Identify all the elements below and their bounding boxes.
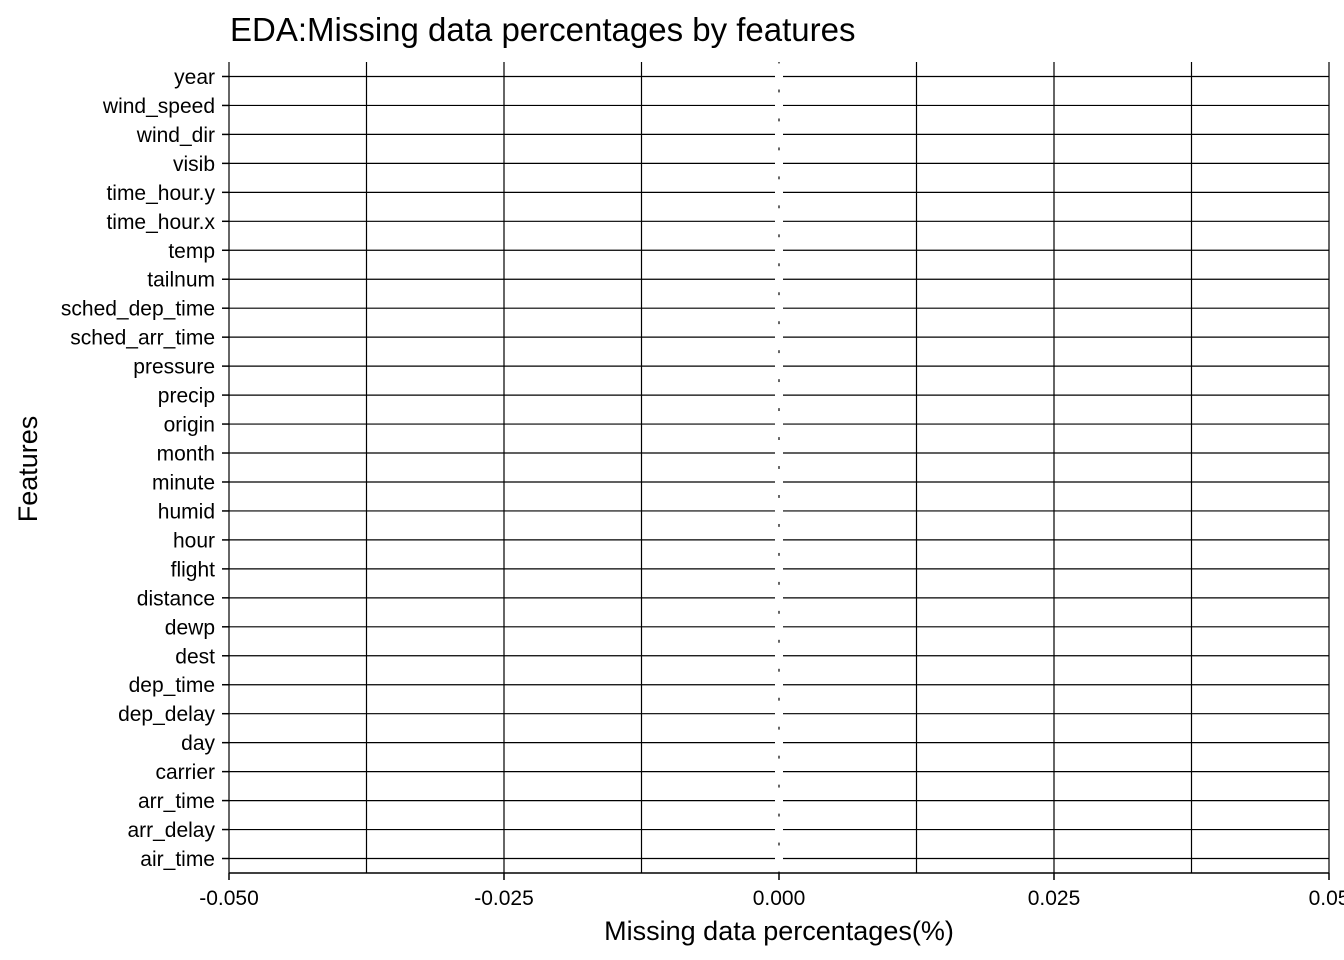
bar-sched_dep_time xyxy=(775,295,783,322)
y-tick-label: month xyxy=(157,443,215,466)
y-tick-label: dest xyxy=(175,645,215,668)
y-tick-label: flight xyxy=(171,558,216,581)
y-tick-label: pressure xyxy=(133,356,215,379)
x-tick-label: 0.05 xyxy=(1309,887,1344,910)
y-tick-label: time_hour.y xyxy=(106,182,215,205)
bar-month xyxy=(775,439,783,467)
x-tick-label: -0.050 xyxy=(199,887,259,910)
bar-arr_delay xyxy=(775,816,783,843)
y-tick-label: minute xyxy=(152,471,215,494)
y-axis-title: Features xyxy=(13,416,43,523)
bar-hour xyxy=(775,526,783,553)
bar-pressure xyxy=(775,353,783,380)
y-tick-label: sched_dep_time xyxy=(61,298,215,321)
x-tick-label: -0.025 xyxy=(474,887,534,910)
y-tick-label: origin xyxy=(164,414,215,437)
y-tick-label: precip xyxy=(158,385,215,408)
y-tick-label: hour xyxy=(173,529,215,552)
bar-dep_delay xyxy=(775,700,783,727)
y-tick-label: day xyxy=(181,732,215,755)
bar-origin xyxy=(775,411,783,438)
y-tick-label: dep_time xyxy=(129,674,215,697)
y-tick-label: dep_delay xyxy=(118,703,215,726)
y-tick-label: tailnum xyxy=(147,269,215,292)
y-tick-label: arr_time xyxy=(138,790,215,813)
x-axis: -0.050 -0.025 0.000 0.025 0.05 xyxy=(199,872,1344,910)
bar-wind_dir xyxy=(775,121,783,148)
y-tick-label: visib xyxy=(173,153,215,176)
y-tick-label: distance xyxy=(137,587,215,610)
y-tick-label: temp xyxy=(168,240,215,263)
bar-flight xyxy=(775,555,783,582)
bar-dep_time xyxy=(775,671,783,698)
bar-air_time xyxy=(775,845,783,872)
bars-layer xyxy=(775,63,783,872)
bar-tailnum xyxy=(775,266,783,293)
bar-time_hour.x xyxy=(775,208,783,235)
y-tick-label: air_time xyxy=(140,848,215,871)
bar-day xyxy=(775,729,783,756)
y-tick-label: time_hour.x xyxy=(106,211,215,234)
bar-humid xyxy=(775,497,783,524)
bar-sched_arr_time xyxy=(775,324,783,351)
x-axis-title: Missing data percentages(%) xyxy=(604,916,954,946)
y-tick-label: arr_delay xyxy=(127,819,215,842)
bar-distance xyxy=(775,584,783,611)
bar-visib xyxy=(775,150,783,177)
chart-title: EDA:Missing data percentages by features xyxy=(230,11,856,48)
y-tick-label: sched_arr_time xyxy=(70,327,215,350)
bar-temp xyxy=(775,237,783,264)
bar-carrier xyxy=(775,758,783,785)
y-tick-label: humid xyxy=(158,500,215,523)
bar-time_hour.y xyxy=(775,179,783,206)
y-tick-label: dewp xyxy=(165,616,215,639)
bar-arr_time xyxy=(775,787,783,814)
bar-dewp xyxy=(775,613,783,640)
bar-year xyxy=(775,63,783,90)
x-tick-label: 0.025 xyxy=(1028,887,1081,910)
y-tick-label: wind_speed xyxy=(102,95,215,118)
y-tick-label: carrier xyxy=(155,761,215,784)
bar-wind_speed xyxy=(775,92,783,119)
bar-dest xyxy=(775,642,783,669)
bar-minute xyxy=(775,468,783,496)
bar-precip xyxy=(775,382,783,409)
x-tick-label: 0.000 xyxy=(753,887,806,910)
y-tick-label: year xyxy=(174,66,215,89)
y-tick-label: wind_dir xyxy=(136,124,215,147)
